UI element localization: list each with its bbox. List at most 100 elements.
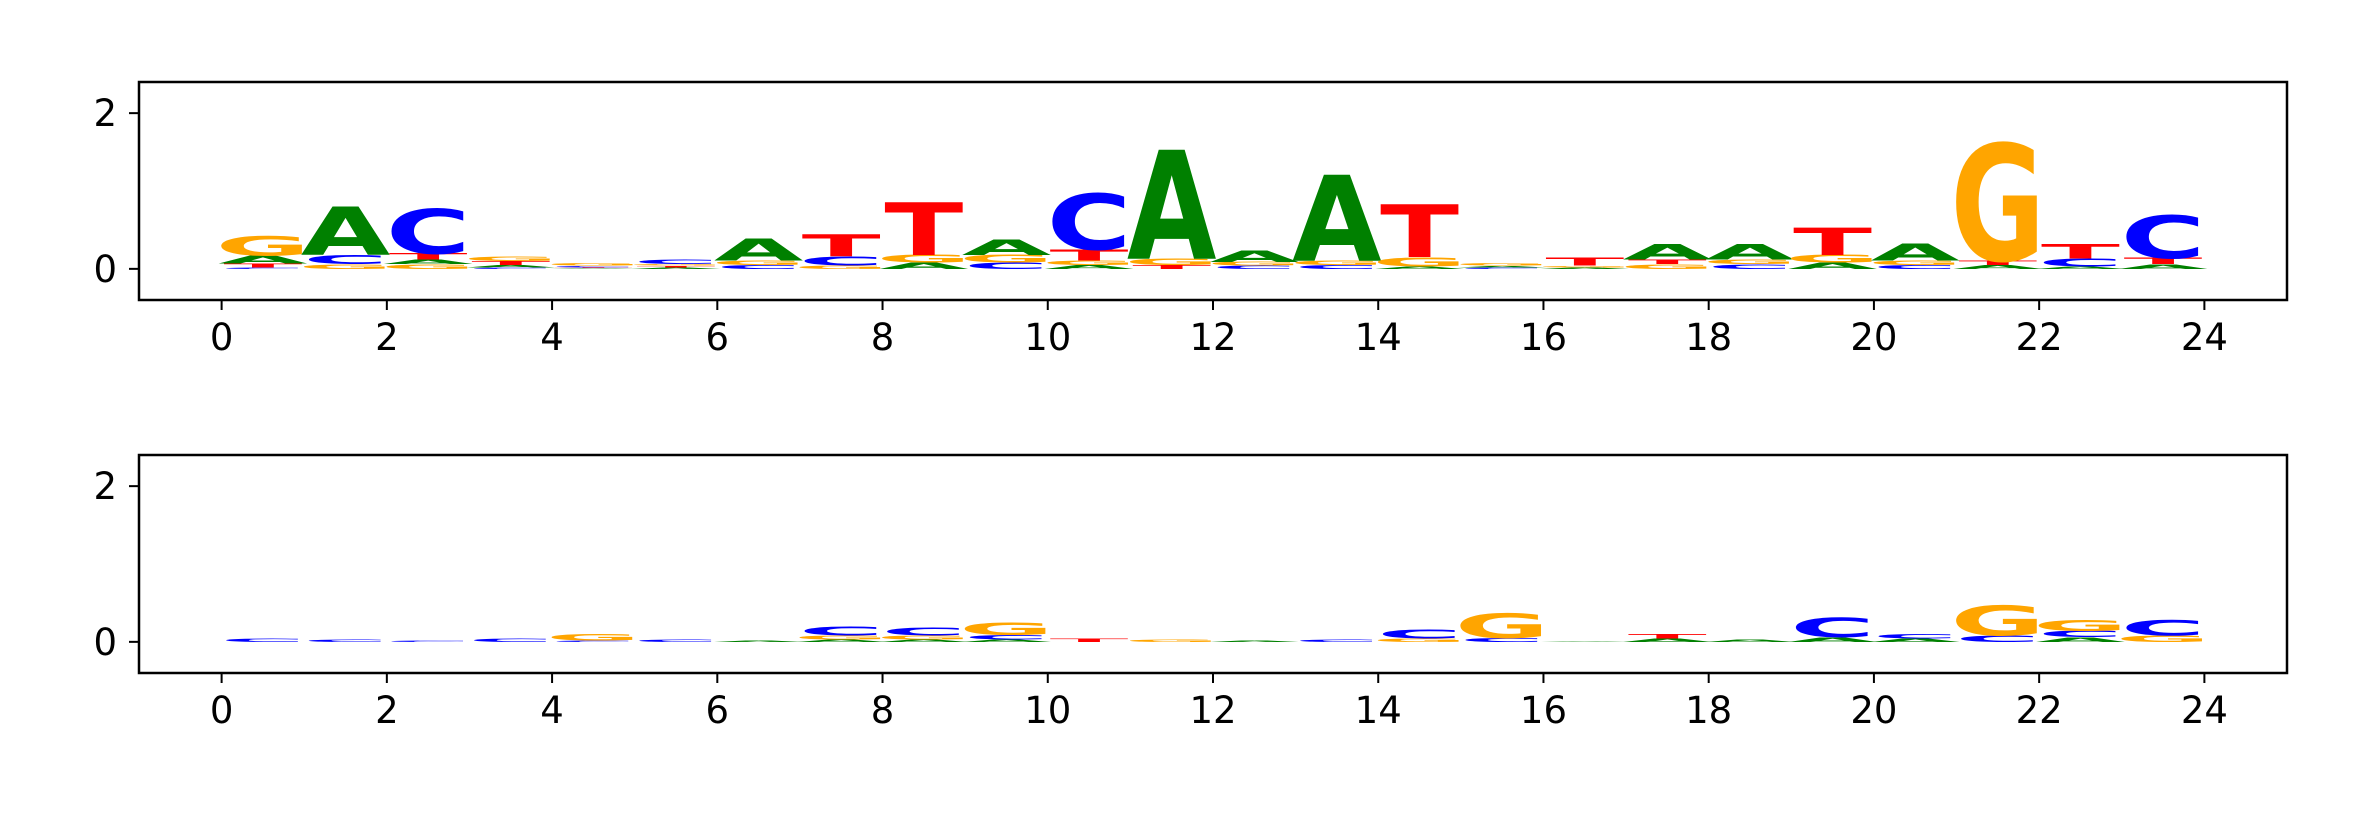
logo-letter-a: A [1705, 639, 1795, 643]
logo-letter-c: C [303, 253, 388, 268]
x-tick-label: 6 [706, 689, 730, 732]
logo-letter-g: G [381, 263, 476, 270]
logo-letter-t: T [2124, 256, 2203, 266]
logo-letter-g: G [1124, 639, 1219, 643]
logo-letter-c: C [1708, 263, 1793, 270]
logo-letter-g: G [794, 265, 889, 270]
logo-letter-t: T [1050, 247, 1129, 264]
x-tick-label: 24 [2181, 316, 2228, 359]
logo-letter-a: A [714, 233, 804, 268]
logo-letter-c: C [2038, 629, 2123, 639]
x-tick-label: 4 [540, 689, 564, 732]
logo-letter-c: C [1294, 639, 1379, 643]
logo-letter-a: A [1457, 265, 1547, 267]
logo-letter-a: A [1292, 152, 1382, 288]
logo-letter-a: A [879, 261, 969, 271]
logo-letter-g: G [546, 263, 641, 267]
logo-letter-a: A [962, 639, 1052, 643]
logo-letter-g: G [1455, 263, 1550, 267]
y-tick-label: 2 [93, 92, 117, 135]
logo-letter-g: G [794, 635, 889, 641]
x-tick-label: 18 [1685, 316, 1732, 359]
logo-letter-t: T [1628, 258, 1707, 265]
logo-panel-top: 0 2 4 6 8 10 12 14 16 18 20 22 2402CTAGGCAGATCCATGAT… [93, 80, 2289, 359]
x-tick-label: 22 [2016, 689, 2063, 732]
logo-letter-a: A [2036, 266, 2126, 270]
logo-letter-t: T [1793, 220, 1872, 263]
logo-letter-c: C [799, 254, 884, 269]
logo-letter-a: A [2036, 636, 2126, 643]
x-tick-label: 18 [1685, 689, 1732, 732]
logo-letter-c: C [2121, 204, 2206, 273]
logo-letter-t: T [223, 262, 302, 268]
logo-letter-c: C [1212, 265, 1297, 270]
logo-letter-t: T [637, 265, 716, 267]
logo-letter-t: T [1380, 189, 1459, 274]
logo-letter-c: C [1294, 264, 1379, 270]
logo-letter-a: A [1870, 638, 1960, 643]
logo-letter-c: C [2038, 257, 2123, 269]
logo-letter-g: G [1785, 253, 1880, 265]
logo-letter-t: T [471, 260, 550, 266]
logo-letter-c: C [1047, 179, 1132, 268]
x-tick-label: 8 [871, 316, 895, 359]
logo-letter-t: T [1050, 638, 1129, 643]
logo-letter-a: A [1210, 640, 1300, 642]
logo-letter-g: G [1372, 255, 1467, 270]
x-tick-label: 8 [871, 689, 895, 732]
logo-letter-a: A [301, 194, 391, 271]
x-tick-label: 16 [1520, 689, 1567, 732]
logo-letter-a: A [1953, 264, 2043, 270]
x-tick-label: 14 [1355, 316, 1402, 359]
logo-letter-a: A [1870, 239, 1960, 266]
logo-letter-a: A [218, 254, 308, 266]
logo-letter-c: C [1790, 612, 1875, 643]
logo-letter-t: T [1628, 633, 1707, 640]
x-tick-label: 24 [2181, 689, 2228, 732]
x-tick-label: 0 [210, 689, 234, 732]
logo-letter-g: G [1537, 265, 1632, 267]
logo-letter-a: A [1705, 240, 1795, 265]
logo-letter-c: C [1873, 264, 1958, 270]
logo-letter-g: G [215, 231, 310, 262]
logo-letter-c: C [634, 639, 719, 643]
logo-letter-g: G [463, 255, 558, 262]
x-tick-label: 22 [2016, 316, 2063, 359]
logo-letter-g: G [1868, 259, 1963, 266]
x-tick-label: 14 [1355, 689, 1402, 732]
logo-letter-c: C [716, 264, 801, 270]
logo-letter-c: C [634, 258, 719, 265]
logo-letter-t: T [2041, 241, 2121, 263]
logo-letter-t: T [1958, 259, 2037, 266]
logo-letter-a: A [1623, 638, 1713, 643]
logo-letter-g: G [629, 264, 724, 266]
logo-letter-a: A [2118, 263, 2208, 270]
logo-letter-c: C [1460, 267, 1545, 269]
logo-letter-c: C [386, 196, 471, 268]
logo-letter-g: G [959, 253, 1054, 265]
x-tick-label: 2 [375, 689, 399, 732]
logo-letter-t: T [1132, 264, 1211, 270]
logo-letter-t: T [884, 187, 963, 272]
logo-letter-g: G [298, 263, 393, 270]
logo-letter-a: A [1044, 264, 1134, 270]
y-tick-label: 0 [93, 248, 117, 291]
x-tick-label: 20 [1850, 316, 1897, 359]
logo-letter-c: C [1377, 627, 1462, 642]
logo-letter-c: C [964, 634, 1049, 641]
logo-letter-c: C [468, 638, 553, 643]
logo-letter-t: T [1545, 256, 1624, 268]
x-tick-label: 10 [1024, 316, 1071, 359]
logo-letter-a: A [714, 640, 804, 642]
logo-letter-g: G [546, 632, 641, 642]
logo-letter-a: A [962, 235, 1052, 260]
logo-letter-a: A [1210, 247, 1300, 266]
logo-letter-c: C [799, 624, 884, 639]
logo-letter-a: A [1375, 266, 1465, 270]
logo-letter-g: G [1620, 263, 1715, 270]
logo-letter-t: T [554, 267, 633, 268]
x-tick-label: 12 [1189, 689, 1236, 732]
